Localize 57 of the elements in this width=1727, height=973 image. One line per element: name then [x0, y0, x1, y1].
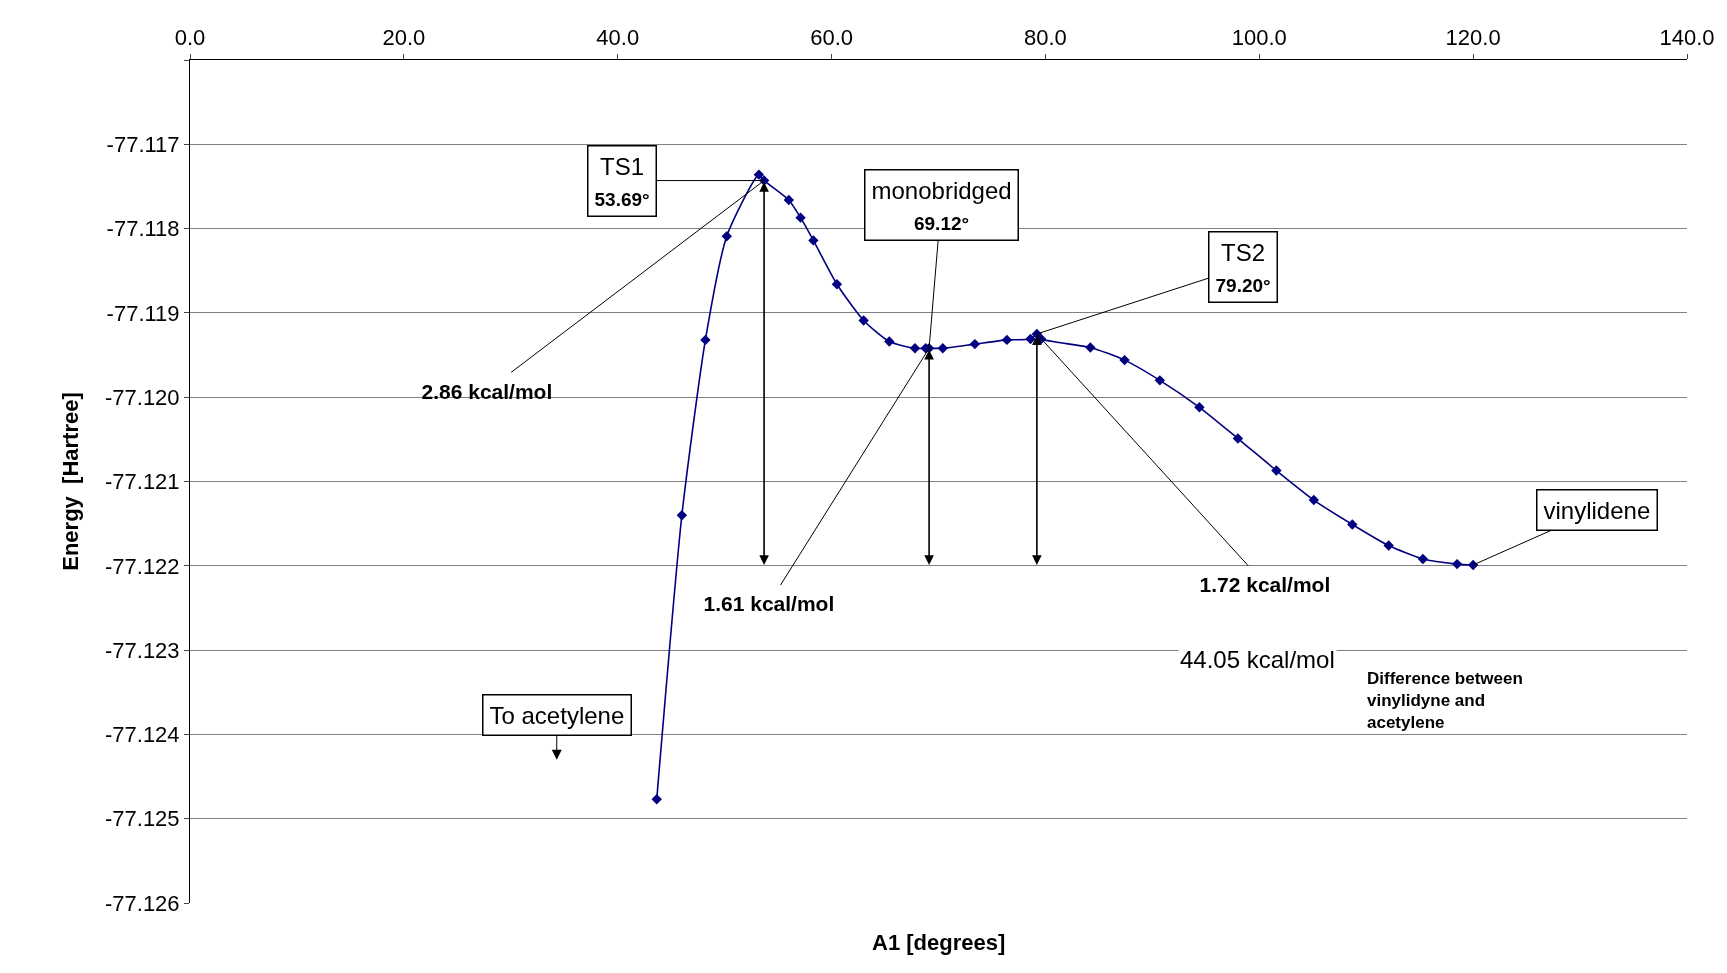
x-tick-label: 40.0	[596, 25, 640, 51]
y-tick-label: -77.120	[104, 384, 180, 410]
point	[700, 334, 711, 346]
point	[676, 510, 688, 521]
y-axis-title: Energy [Hartree]	[57, 392, 83, 571]
point	[1194, 402, 1205, 413]
point	[651, 794, 662, 805]
point	[1451, 558, 1463, 570]
point	[937, 343, 948, 354]
x-tick-label: 0.0	[174, 25, 206, 51]
point	[909, 343, 921, 354]
point	[808, 235, 819, 246]
y-tick-label: -77.123	[104, 637, 180, 663]
y-tick-label: -77.124	[104, 722, 180, 748]
y-tick-label: -77.119	[106, 300, 180, 326]
point	[1001, 334, 1013, 346]
y-tick-label: -77.122	[104, 553, 180, 579]
annotation: TS2 79.20°	[1215, 238, 1271, 296]
annotation: 1.61 kcal/mol	[703, 591, 835, 615]
point	[721, 230, 732, 242]
annotation: TS1 53.69°	[594, 152, 650, 210]
annotation: monobridged 69.12°	[871, 176, 1012, 234]
x-tick-label: 140.0	[1659, 25, 1715, 51]
x-tick-label: 20.0	[382, 25, 426, 51]
point	[795, 212, 806, 223]
point	[1347, 519, 1358, 530]
annotation: vinylidene	[1543, 496, 1651, 524]
x-tick-label: 60.0	[810, 25, 853, 51]
point	[884, 336, 895, 347]
point	[1154, 375, 1166, 386]
annotation: 44.05 kcal/mol	[1180, 646, 1335, 673]
point	[1383, 540, 1394, 551]
x-tick-label: 100.0	[1231, 25, 1287, 51]
annotation: 2.86 kcal/mol	[421, 379, 553, 403]
x-axis-title: A1 [degrees]	[872, 930, 1006, 955]
point	[1308, 494, 1320, 506]
point	[783, 194, 794, 206]
annotation: 1.72 kcal/mol	[1199, 572, 1331, 596]
point	[1025, 333, 1036, 345]
point	[969, 338, 981, 350]
x-tick-label: 80.0	[1024, 25, 1067, 51]
point	[1232, 433, 1244, 444]
point	[831, 279, 843, 290]
point	[1417, 553, 1429, 565]
point	[1271, 465, 1282, 476]
annotation: To acetylene	[489, 701, 625, 729]
point	[1119, 354, 1130, 366]
y-tick-label: -77.126	[104, 890, 180, 916]
annotation: Difference between vinylidyne and acetylene	[1367, 669, 1523, 733]
y-tick-label: -77.121	[104, 469, 180, 495]
y-tick-label: -77.125	[104, 806, 180, 832]
point	[858, 315, 869, 326]
point	[753, 169, 765, 180]
y-tick-label: -77.118	[106, 216, 180, 242]
y-tick-label: -77.117	[106, 132, 180, 157]
point	[1085, 342, 1096, 353]
x-tick-label: 120.0	[1445, 25, 1501, 51]
